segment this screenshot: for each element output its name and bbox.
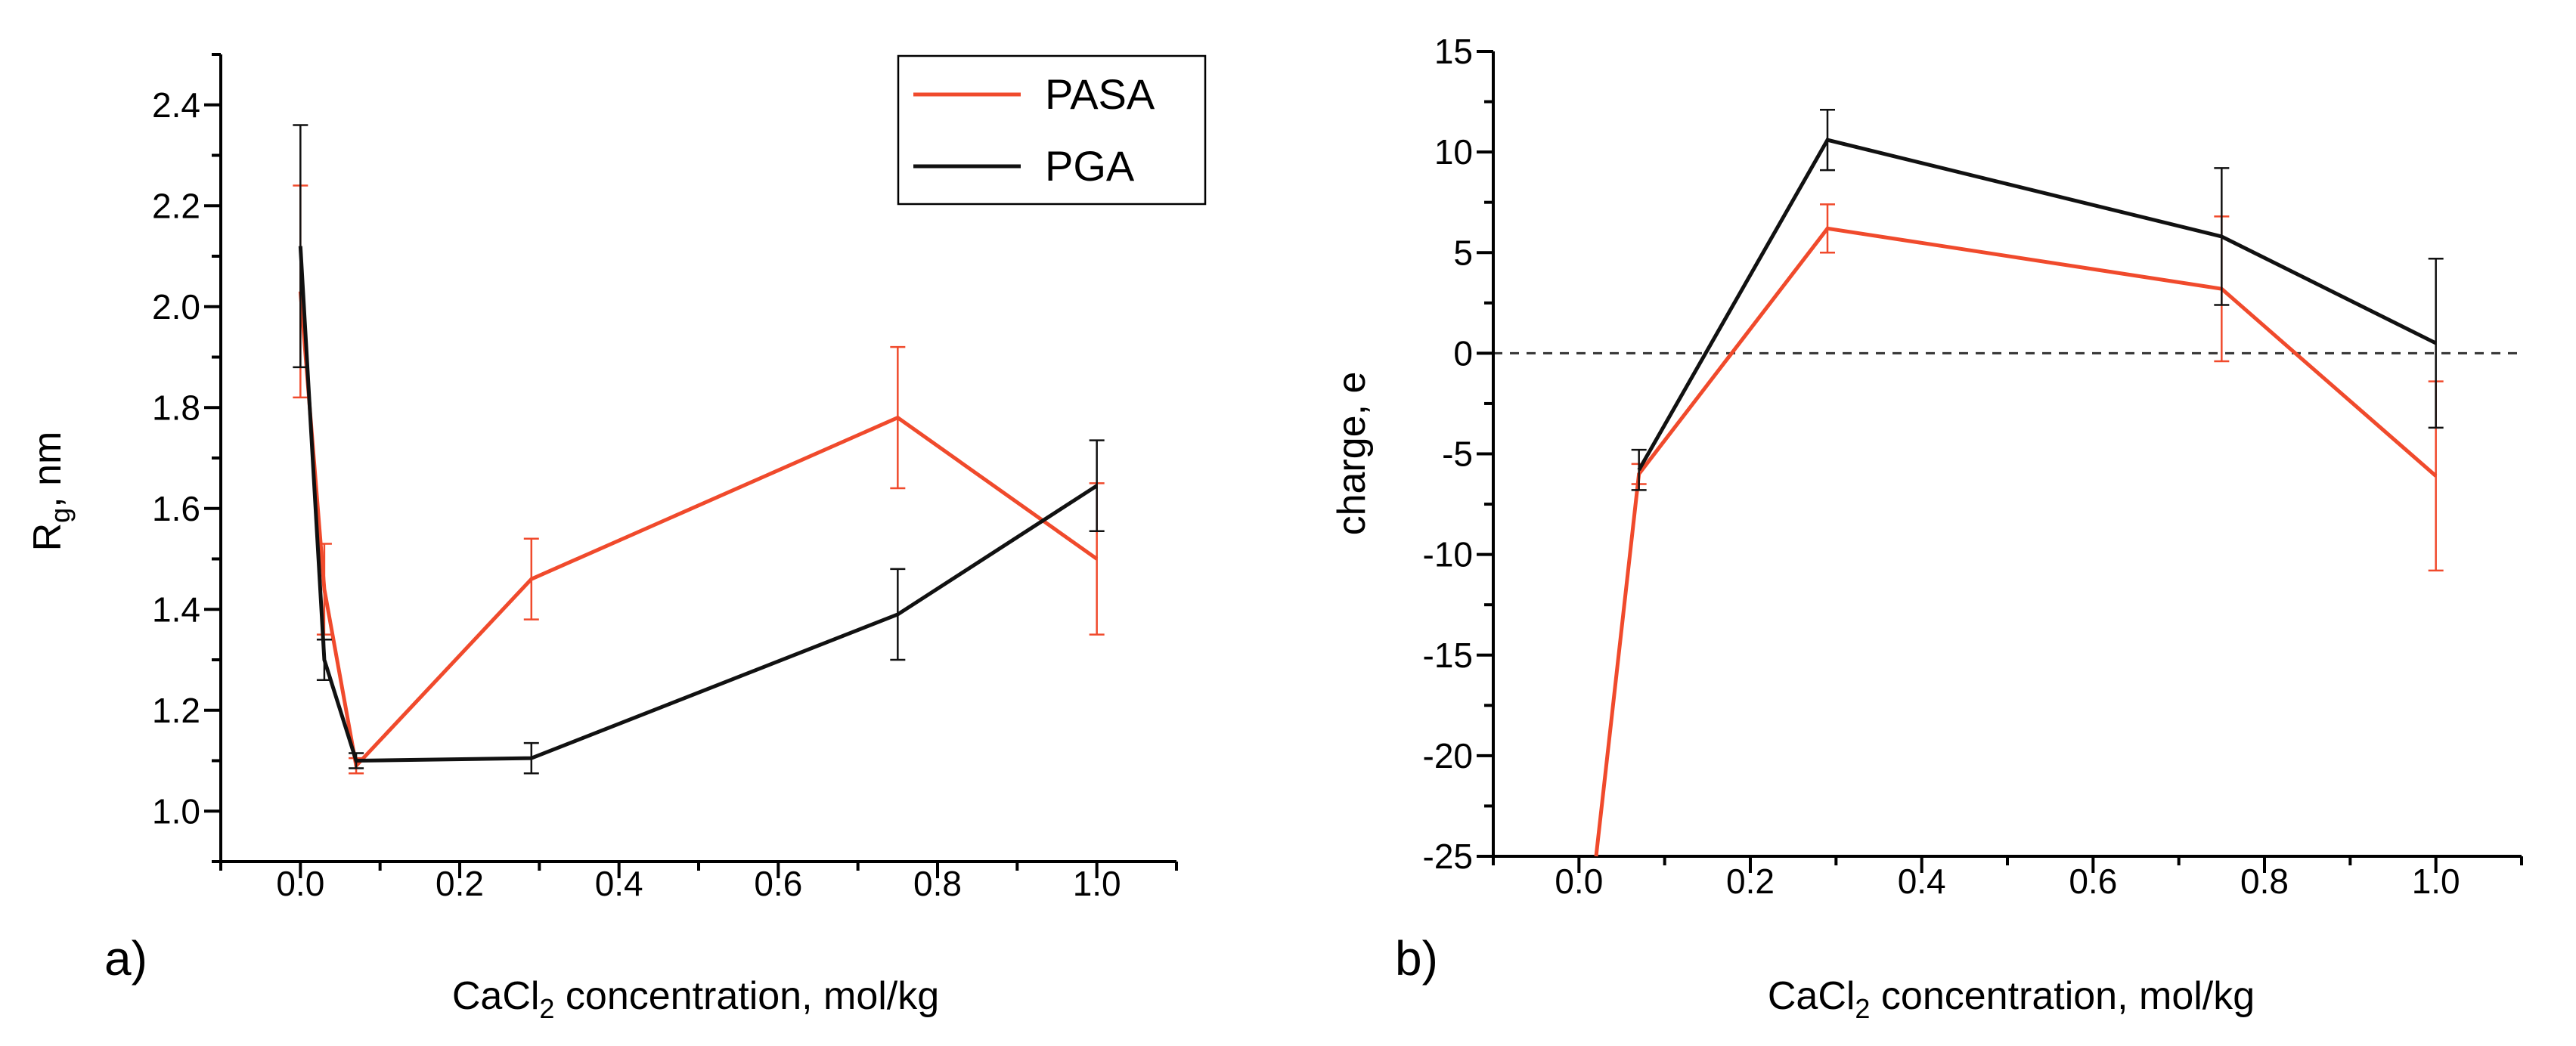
y-tick-label: 1.6 bbox=[152, 489, 200, 528]
y-tick-label: 2.0 bbox=[152, 287, 200, 326]
y-tick-label: 1.0 bbox=[152, 791, 200, 831]
y-tick-label: 1.4 bbox=[152, 590, 200, 629]
y-tick-label: 2.4 bbox=[152, 85, 200, 125]
x-axis-label-main: CaCl bbox=[1768, 974, 1855, 1018]
x-tick-label: 1.0 bbox=[1073, 864, 1121, 903]
y-tick-label: 1.2 bbox=[152, 691, 200, 730]
legend-box bbox=[897, 54, 1207, 206]
x-tick-label: 1.0 bbox=[2412, 862, 2460, 901]
y-tick-label: 2.2 bbox=[152, 186, 200, 225]
y-tick-label: 10 bbox=[1434, 132, 1473, 172]
x-axis-label-subscript: 2 bbox=[539, 993, 554, 1024]
y-tick-label: -10 bbox=[1423, 535, 1473, 574]
y-tick-label: -20 bbox=[1423, 736, 1473, 775]
y-axis-label-main: charge, e bbox=[1330, 372, 1374, 536]
x-tick-label: 0.8 bbox=[2240, 862, 2289, 901]
x-axis-label-rest: concentration, mol/kg bbox=[1870, 974, 2255, 1018]
x-axis-label-subscript: 2 bbox=[1855, 993, 1870, 1024]
legend: PASA PGA bbox=[897, 54, 1207, 206]
panel-b-charge-chart: 0.0 0.2 0.4 0.6 0.8 1.0 -25 -20 -15 -10 -5 0 5 10 15 Ca… bbox=[1330, 32, 2523, 1024]
x-tick-label: 0.0 bbox=[1555, 862, 1603, 901]
x-tick-label: 0.4 bbox=[1898, 862, 1946, 901]
y-axis-label-subscript: g bbox=[45, 508, 76, 523]
x-tick-label: 0.4 bbox=[595, 864, 643, 903]
legend-label-pasa: PASA bbox=[1045, 70, 1155, 118]
x-tick-label: 0.2 bbox=[436, 864, 484, 903]
x-axis-label-rest: concentration, mol/kg bbox=[554, 974, 939, 1018]
x-tick-label: 0.0 bbox=[276, 864, 324, 903]
x-tick-label: 0.6 bbox=[2069, 862, 2117, 901]
y-axis-label: Rg, nm bbox=[26, 432, 76, 552]
series-line-pga bbox=[298, 246, 1099, 763]
x-axis-label-main: CaCl bbox=[452, 974, 540, 1018]
series-line-pga bbox=[1637, 138, 2437, 472]
y-tick-label: 15 bbox=[1434, 32, 1473, 71]
x-axis-label: CaCl2 concentration, mol/kg bbox=[1768, 974, 2255, 1024]
y-tick-label: 0 bbox=[1453, 333, 1473, 373]
y-tick-label: -5 bbox=[1442, 435, 1473, 474]
x-tick-label: 0.6 bbox=[754, 864, 802, 903]
series-line-pasa bbox=[298, 291, 1099, 770]
x-tick-label: 0.2 bbox=[1726, 862, 1775, 901]
y-axis-label-rest: , nm bbox=[26, 432, 70, 508]
y-tick-label: 1.8 bbox=[152, 388, 200, 427]
y-axis-label-main: R bbox=[26, 523, 70, 552]
panel-label: b) bbox=[1395, 931, 1438, 986]
x-axis-label: CaCl2 concentration, mol/kg bbox=[452, 974, 939, 1024]
y-tick-label: -15 bbox=[1423, 636, 1473, 675]
y-tick-label: -25 bbox=[1423, 837, 1473, 876]
legend-label-pga: PGA bbox=[1045, 142, 1135, 190]
y-tick-label: 5 bbox=[1453, 233, 1473, 272]
y-axis-label: charge, e bbox=[1330, 372, 1374, 536]
x-tick-label: 0.8 bbox=[913, 864, 962, 903]
panel-a-rg-chart: 0.0 0.2 0.4 0.6 0.8 1.0 1.0 1.2 1.4 1.6 1.8 2.0 2.2 2… bbox=[26, 53, 1207, 1024]
panel-label: a) bbox=[104, 931, 147, 986]
